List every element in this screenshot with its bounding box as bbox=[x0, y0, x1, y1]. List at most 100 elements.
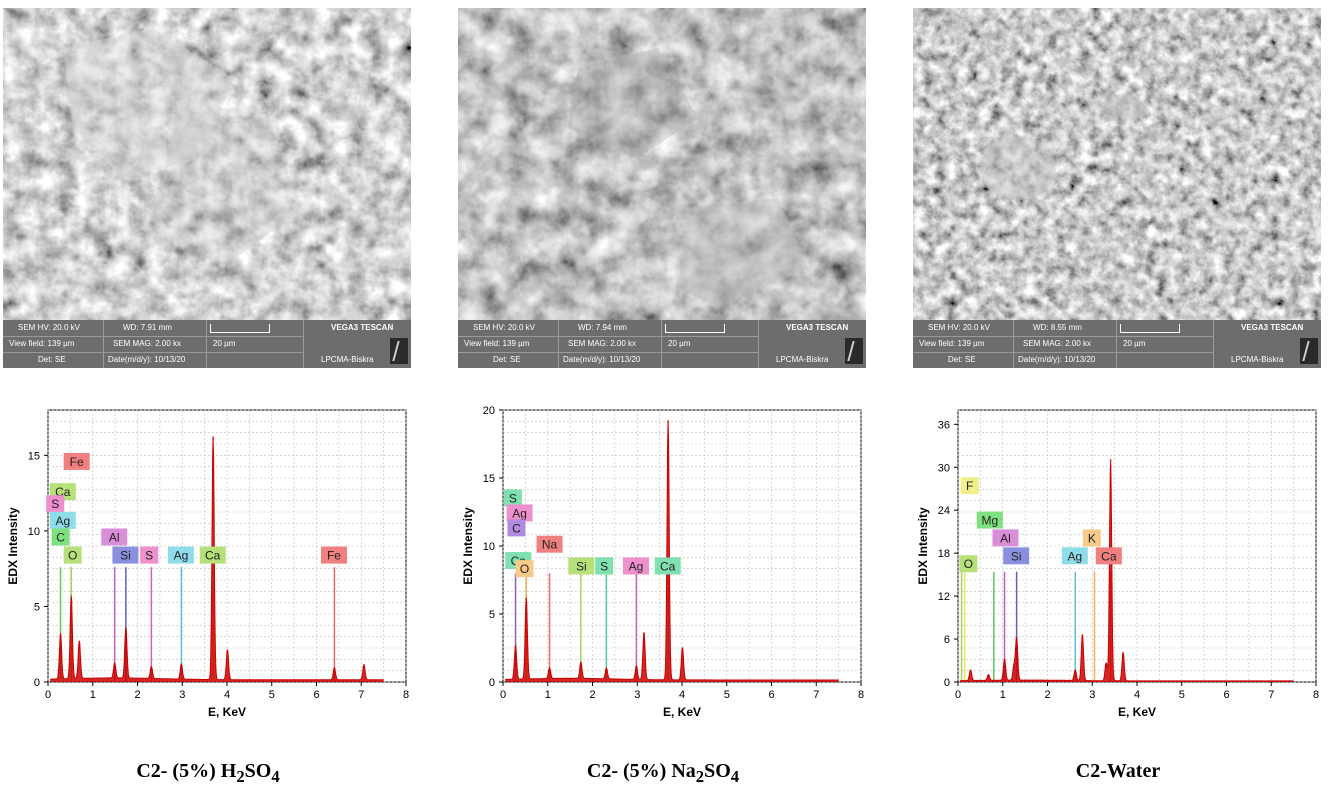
element-tag-box bbox=[622, 557, 649, 575]
peak-point bbox=[180, 666, 183, 668]
peak-point bbox=[113, 666, 116, 668]
peak-point bbox=[125, 629, 127, 632]
sem-micrograph: SEM HV: 20.0 kV WD: 7.91 mm VEGA3 TESCAN… bbox=[3, 8, 411, 368]
element-tag-box bbox=[503, 489, 522, 507]
y-tick-label: 12 bbox=[938, 591, 950, 603]
sem-brand: VEGA3 TESCAN bbox=[786, 323, 849, 332]
sem-hv: SEM HV: 20.0 kV bbox=[473, 323, 535, 332]
x-axis-title: E, KeV bbox=[208, 705, 246, 719]
element-tag-label: C bbox=[56, 530, 65, 544]
sem-view-field: View field: 139 µm bbox=[464, 339, 530, 348]
peak-point bbox=[605, 670, 608, 672]
sem-date: Date(m/d/y): 10/13/20 bbox=[108, 355, 186, 364]
element-tag-si: Si bbox=[1003, 547, 1030, 565]
element-tag-label: Al bbox=[1000, 531, 1011, 545]
element-tag-al: Al bbox=[992, 529, 1019, 547]
x-tick-label: 4 bbox=[1134, 689, 1140, 701]
element-tag-box bbox=[320, 546, 347, 564]
element-tag-o: O bbox=[515, 560, 534, 578]
element-tag-s: S bbox=[140, 546, 159, 564]
sem-scale-label: 20 µm bbox=[668, 339, 691, 348]
x-tick-label: 7 bbox=[358, 689, 364, 701]
element-tag-label: Ag bbox=[512, 506, 527, 520]
element-tag-box bbox=[507, 519, 526, 537]
element-tag-box bbox=[992, 529, 1019, 547]
element-tag-label: O bbox=[964, 557, 973, 571]
edx-spectrum-chart: 0 1 2 3 4 5 6 7 8 0 6 12 18 24 30 36 E, KeV EDX Intensity… bbox=[913, 400, 1323, 730]
peak-point bbox=[226, 650, 229, 653]
element-tag-box bbox=[515, 560, 534, 578]
sem-scale-label: 20 µm bbox=[1123, 339, 1146, 348]
element-tag-ag: Ag bbox=[506, 504, 533, 522]
sem-lab: LPCMA-Biskra bbox=[321, 355, 374, 364]
sem-scale-label: 20 µm bbox=[213, 339, 236, 348]
peak-point bbox=[635, 667, 638, 670]
element-tag-label: Ag bbox=[1067, 549, 1082, 563]
element-tag-label: Ag bbox=[629, 559, 644, 573]
sem-micrograph: SEM HV: 20.0 kV WD: 7.94 mm VEGA3 TESCAN… bbox=[458, 8, 866, 368]
y-tick-label: 5 bbox=[34, 601, 40, 613]
figure-caption: C2- (5%) Na2SO4 bbox=[586, 760, 740, 786]
x-tick-label: 1 bbox=[90, 689, 96, 701]
sem-brand: VEGA3 TESCAN bbox=[1241, 323, 1304, 332]
sem-detector: Det: SE bbox=[948, 355, 976, 364]
element-tag-box bbox=[46, 495, 65, 513]
x-tick-label: 2 bbox=[589, 689, 595, 701]
element-tag-box bbox=[536, 535, 563, 553]
y-axis-title: EDX Intensity bbox=[916, 507, 930, 585]
x-tick-label: 6 bbox=[1223, 689, 1229, 701]
element-tag-box bbox=[1061, 547, 1088, 565]
element-tag-label: Si bbox=[120, 549, 131, 563]
x-tick-label: 2 bbox=[134, 689, 140, 701]
element-tag-box bbox=[1095, 547, 1122, 565]
element-tag-f: F bbox=[960, 477, 979, 495]
element-tag-s: S bbox=[595, 557, 614, 575]
element-tag-ca: Ca bbox=[654, 557, 681, 575]
element-tag-label: K bbox=[1088, 531, 1096, 545]
peak-point bbox=[78, 643, 81, 646]
element-tag-mg: Mg bbox=[976, 511, 1003, 529]
sem-date: Date(m/d/y): 10/13/20 bbox=[1018, 355, 1096, 364]
element-tag-label: Ag bbox=[174, 549, 189, 563]
x-tick-label: 5 bbox=[724, 689, 730, 701]
element-tag-s: S bbox=[46, 495, 65, 513]
element-tag-ag: Ag bbox=[1061, 547, 1088, 565]
element-tag-box bbox=[140, 546, 159, 564]
sem-brand: VEGA3 TESCAN bbox=[331, 323, 394, 332]
sem-lab: LPCMA-Biskra bbox=[1231, 355, 1284, 364]
tescan-logo bbox=[390, 338, 408, 364]
peak-point bbox=[580, 664, 582, 667]
element-tag-label: C bbox=[512, 521, 521, 535]
y-tick-label: 0 bbox=[944, 677, 950, 689]
element-tag-box bbox=[49, 511, 76, 529]
sem-wd: WD: 8.55 mm bbox=[1033, 323, 1082, 332]
x-tick-label: 2 bbox=[1044, 689, 1050, 701]
peak-point bbox=[1109, 459, 1112, 461]
peak-point bbox=[667, 421, 669, 424]
sem-image bbox=[3, 8, 411, 320]
y-tick-label: 10 bbox=[28, 526, 40, 538]
sem-hv: SEM HV: 20.0 kV bbox=[928, 323, 990, 332]
peak-point bbox=[1003, 659, 1006, 662]
panel-water: SEM HV: 20.0 kV WD: 8.55 mm VEGA3 TESCAN… bbox=[913, 0, 1323, 790]
element-tag-si: Si bbox=[112, 546, 139, 564]
sem-mag: SEM MAG: 2.00 kx bbox=[113, 339, 182, 348]
peak-point bbox=[212, 437, 214, 440]
x-tick-label: 5 bbox=[269, 689, 275, 701]
sem-date: Date(m/d/y): 10/13/20 bbox=[563, 355, 641, 364]
element-tag-c: C bbox=[51, 528, 70, 546]
x-tick-label: 8 bbox=[403, 689, 409, 701]
element-tag-label: Si bbox=[576, 559, 587, 573]
element-tag-label: Fe bbox=[327, 549, 341, 563]
x-tick-label: 7 bbox=[1268, 689, 1274, 701]
x-tick-label: 8 bbox=[1313, 689, 1319, 701]
figure-caption: C2-Water bbox=[1075, 760, 1161, 782]
peak-point bbox=[987, 675, 990, 678]
element-tag-si: Si bbox=[568, 557, 595, 575]
sem-micrograph: SEM HV: 20.0 kV WD: 8.55 mm VEGA3 TESCAN… bbox=[913, 8, 1321, 368]
peak-point bbox=[1105, 663, 1107, 665]
element-tag-label: S bbox=[145, 549, 153, 563]
x-tick-label: 0 bbox=[955, 689, 961, 701]
y-axis-title: EDX Intensity bbox=[6, 507, 20, 585]
